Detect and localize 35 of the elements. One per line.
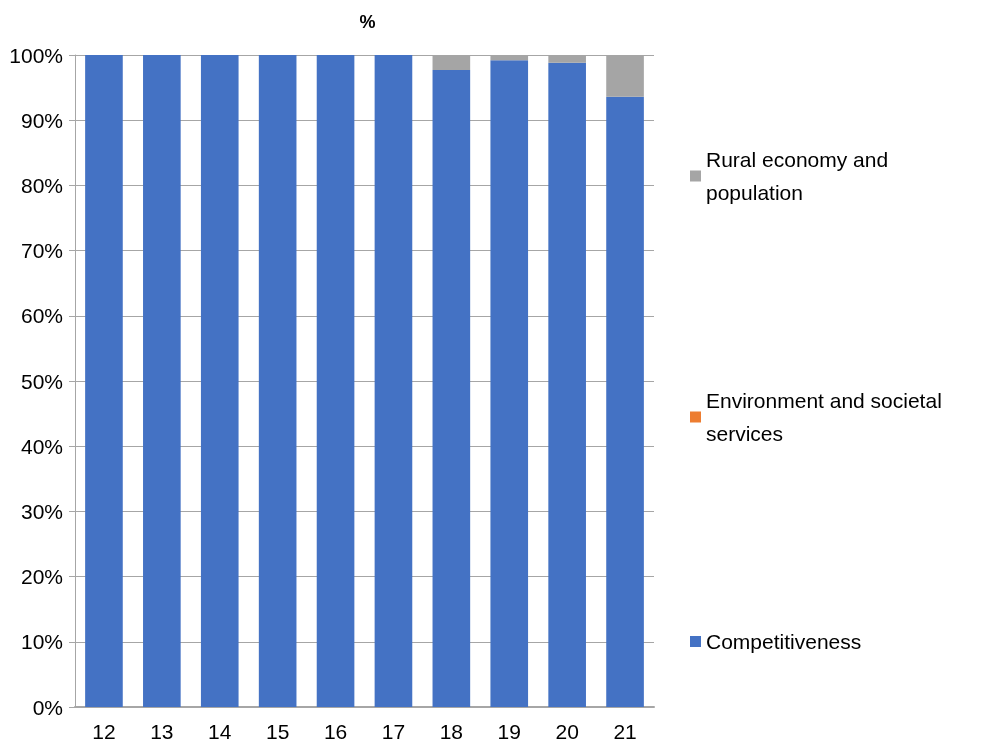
legend-label: Competitiveness: [706, 630, 862, 653]
bar: [85, 55, 123, 707]
y-tick-label: 30%: [20, 499, 63, 523]
y-tick-label: 20%: [20, 565, 63, 589]
x-tick-label: 17: [381, 720, 406, 743]
bar: [200, 55, 239, 707]
bar: [143, 55, 181, 707]
y-tick-label: 100%: [9, 43, 63, 67]
x-tick-label: 21: [613, 720, 637, 743]
x-tick-label: 18: [439, 720, 464, 743]
x-tick-label: 16: [323, 720, 348, 743]
x-tick-label: 19: [497, 720, 521, 743]
y-tick-label: 60%: [20, 304, 63, 328]
bar: [258, 55, 297, 707]
x-tick-label: 13: [150, 720, 174, 743]
bar: [432, 70, 471, 707]
bar: [374, 55, 413, 707]
y-tick-label: 40%: [20, 434, 63, 458]
bar: [490, 60, 529, 707]
legend-label: Rural economy and population: [706, 148, 894, 204]
y-tick-label: 0%: [32, 695, 63, 719]
y-tick-label: 80%: [20, 173, 63, 197]
y-tick-label: 50%: [20, 369, 63, 393]
y-tick-label: 90%: [20, 108, 63, 132]
y-tick-label: 10%: [20, 630, 63, 654]
bar: [316, 55, 355, 707]
x-tick-label: 15: [265, 720, 290, 743]
x-tick-label: 12: [92, 720, 116, 743]
x-tick-label: 14: [208, 720, 232, 743]
legend-label: Environment and societal services: [706, 389, 948, 445]
chart-title: %: [359, 12, 376, 32]
bar: [548, 62, 586, 707]
x-tick-label: 20: [555, 720, 579, 743]
bar: [606, 96, 644, 707]
y-tick-label: 70%: [20, 239, 63, 263]
